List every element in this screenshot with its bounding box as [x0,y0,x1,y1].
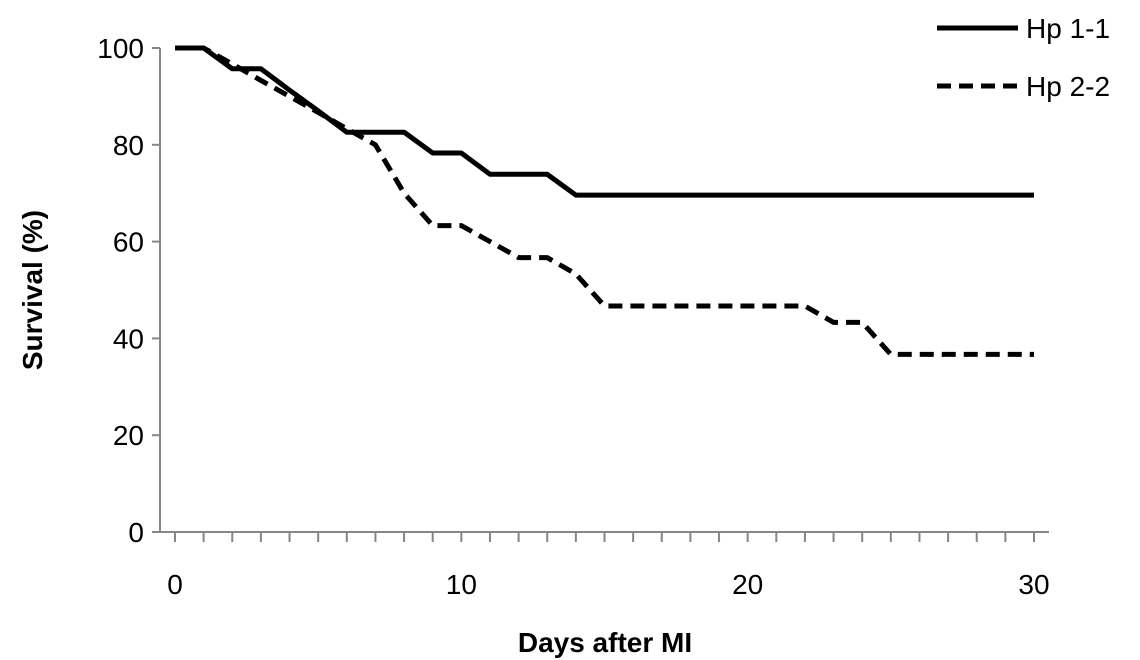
ticks: 0 20 40 60 80 100 0 10 20 30 [97,33,1049,600]
y-tick-label: 20 [113,420,144,451]
series-line-hp-2-2 [175,45,1034,357]
x-axis-title: Days after MI [518,627,692,658]
y-tick-label: 40 [113,323,144,354]
y-tick-label: 0 [128,517,144,548]
y-tick-label: 60 [113,227,144,258]
y-tick-label: 80 [113,130,144,161]
series-line-hp-1-1 [175,45,1034,198]
legend: Hp 1-1 Hp 2-2 [937,13,1110,102]
y-axis-title: Survival (%) [17,210,48,370]
legend-label: Hp 1-1 [1026,13,1110,44]
x-tick-label: 30 [1018,569,1049,600]
x-tick-label: 10 [446,569,477,600]
legend-label: Hp 2-2 [1026,71,1110,102]
x-tick-label: 0 [167,569,183,600]
axes [159,48,1049,533]
y-tick-label: 100 [97,33,144,64]
series-layer [175,45,1034,357]
x-tick-label: 20 [732,569,763,600]
